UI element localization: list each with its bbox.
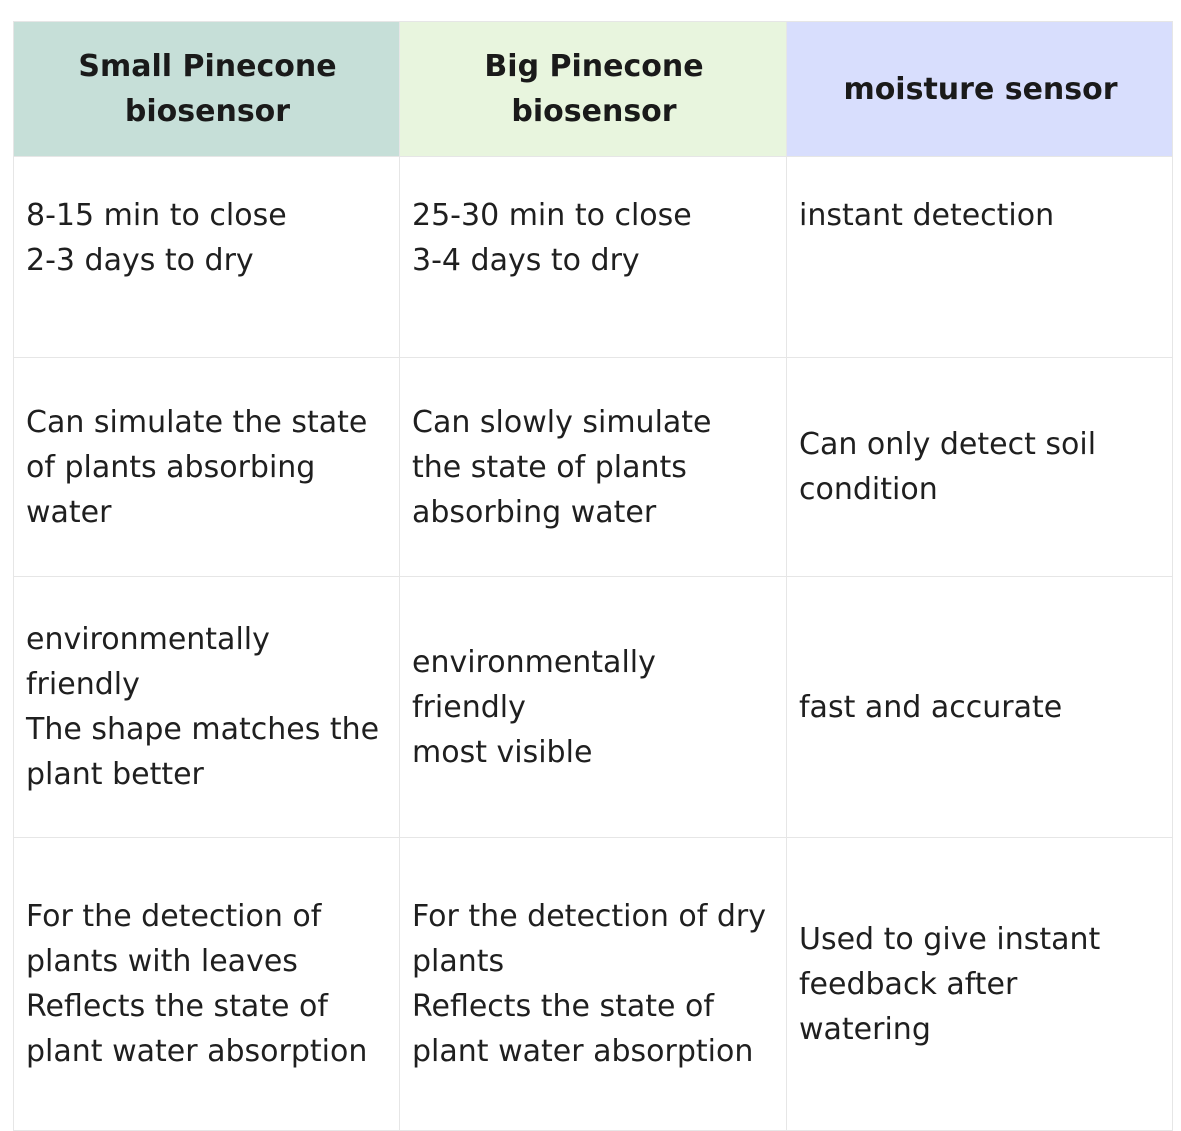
table-cell: 8-15 min to close 2-3 days to dry — [13, 156, 400, 358]
cell-text: environmentally friendly most visible — [412, 644, 656, 770]
table-row: Can simulate the state of plants absorbi… — [13, 357, 1173, 577]
table-row: For the detection of plants with leaves … — [13, 837, 1173, 1131]
header-small-pinecone: Small Pinecone biosensor — [13, 21, 400, 157]
cell-text: Can only detect soil condition — [799, 427, 1097, 507]
header-big-pinecone-label: Big Pinecone biosensor — [484, 49, 704, 129]
table-cell: Can only detect soil condition — [786, 357, 1173, 577]
cell-text: 8-15 min to close 2-3 days to dry — [26, 198, 287, 278]
sensor-comparison-table: Small Pinecone biosensor Big Pinecone bi… — [13, 21, 1173, 1131]
table-cell: For the detection of plants with leaves … — [13, 837, 400, 1131]
cell-text: For the detection of dry plants Reflects… — [412, 899, 766, 1069]
header-big-pinecone: Big Pinecone biosensor — [399, 21, 787, 157]
header-moisture-sensor-label: moisture sensor — [843, 71, 1118, 107]
comparison-table-container: Small Pinecone biosensor Big Pinecone bi… — [13, 21, 1173, 1131]
cell-text: instant detection — [799, 198, 1055, 233]
table-cell: For the detection of dry plants Reflects… — [399, 837, 787, 1131]
cell-text: 25-30 min to close 3-4 days to dry — [412, 198, 692, 278]
cell-text: environmentally friendly The shape match… — [26, 622, 380, 792]
table-cell: Used to give instant feedback after wate… — [786, 837, 1173, 1131]
cell-text: For the detection of plants with leaves … — [26, 899, 368, 1069]
cell-text: Can slowly simulate the state of plants … — [412, 404, 712, 530]
table-cell: fast and accurate — [786, 576, 1173, 838]
table-row: 8-15 min to close 2-3 days to dry 25-30 … — [13, 156, 1173, 358]
cell-text: Used to give instant feedback after wate… — [799, 921, 1101, 1047]
table-cell: environmentally friendly most visible — [399, 576, 787, 838]
table-cell: Can simulate the state of plants absorbi… — [13, 357, 400, 577]
header-small-pinecone-label: Small Pinecone biosensor — [78, 49, 337, 129]
table-row: environmentally friendly The shape match… — [13, 576, 1173, 838]
table-header-row: Small Pinecone biosensor Big Pinecone bi… — [13, 21, 1173, 157]
table-cell: environmentally friendly The shape match… — [13, 576, 400, 838]
cell-text: Can simulate the state of plants absorbi… — [26, 404, 368, 530]
table-cell: Can slowly simulate the state of plants … — [399, 357, 787, 577]
cell-text: fast and accurate — [799, 689, 1063, 725]
table-cell: instant detection — [786, 156, 1173, 358]
table-cell: 25-30 min to close 3-4 days to dry — [399, 156, 787, 358]
header-moisture-sensor: moisture sensor — [786, 21, 1173, 157]
